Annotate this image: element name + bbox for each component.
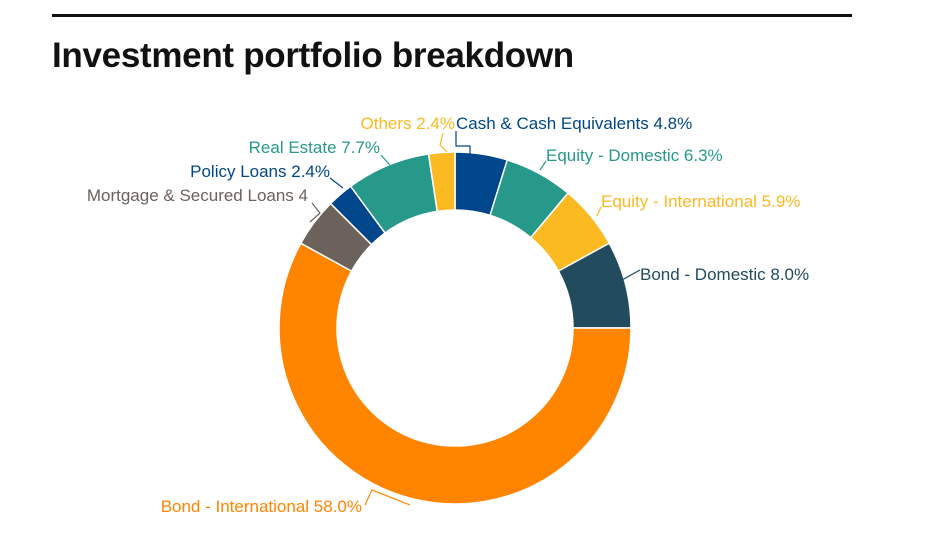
slice-label-0: Cash & Cash Equivalents 4.8% xyxy=(456,114,692,133)
leader-line-5 xyxy=(309,202,321,223)
slice-label-1: Equity - Domestic 6.3% xyxy=(546,146,723,165)
slice-4 xyxy=(278,242,632,505)
top-rule xyxy=(52,14,852,17)
leader-line-4 xyxy=(364,489,411,506)
slice-8 xyxy=(427,151,456,213)
slice-label-4: Bond - International 58.0% xyxy=(161,497,362,516)
labels-group: Cash & Cash Equivalents 4.8% Equity - Dom… xyxy=(87,114,809,516)
leader-line-1 xyxy=(539,160,547,171)
leader-line-6 xyxy=(329,177,344,189)
slice-label-7: Real Estate 7.7% xyxy=(249,138,380,157)
leader-line-8 xyxy=(439,132,448,153)
slices-group xyxy=(278,151,632,505)
slice-label-8: Others 2.4% xyxy=(361,114,456,133)
leader-line-2 xyxy=(596,206,602,217)
slice-label-6: Policy Loans 2.4% xyxy=(190,162,330,181)
leader-line-0 xyxy=(455,131,471,156)
chart-title: Investment portfolio breakdown xyxy=(52,36,574,75)
slice-label-5: Mortgage & Secured Loans 4 xyxy=(87,186,308,205)
leader-line-3 xyxy=(621,269,641,281)
slice-label-2: Equity - International 5.9% xyxy=(601,192,800,211)
leader-lines-group xyxy=(309,131,641,506)
slice-label-3: Bond - Domestic 8.0% xyxy=(640,265,809,284)
leader-line-7 xyxy=(380,154,391,166)
